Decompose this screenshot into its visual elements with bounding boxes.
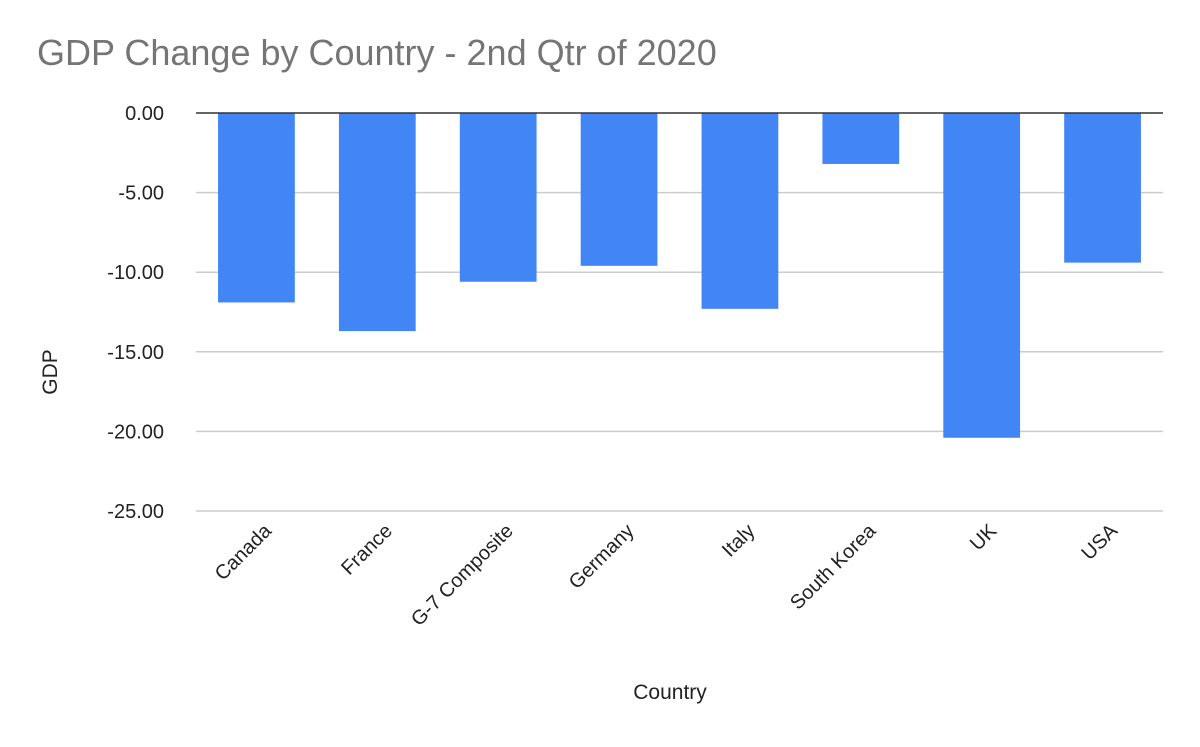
chart-title: GDP Change by Country - 2nd Qtr of 2020 — [37, 32, 717, 73]
y-axis-label: GDP — [39, 349, 62, 395]
y-tick-label: -15.00 — [107, 342, 164, 364]
bar-uk — [943, 113, 1021, 438]
x-tick-label: South Korea — [786, 519, 881, 614]
bar-south-korea — [822, 113, 900, 164]
y-tick-label: -20.00 — [107, 421, 164, 443]
x-tick-label: UK — [966, 520, 1002, 556]
x-tick-label: Canada — [211, 519, 277, 585]
bar-g-7-composite — [459, 113, 537, 282]
x-tick-labels: Canada France G-7 Composite Germany Italy Sou… — [211, 519, 1123, 630]
x-tick-label: USA — [1077, 520, 1122, 565]
bars — [218, 113, 1141, 438]
bar-italy — [701, 113, 779, 309]
bar-germany — [580, 113, 658, 266]
y-tick-label: -25.00 — [107, 501, 164, 523]
y-tick-label: -10.00 — [107, 262, 164, 284]
x-axis-label: Country — [633, 681, 707, 704]
y-tick-label: -5.00 — [118, 183, 164, 205]
x-tick-label: G-7 Composite — [407, 520, 518, 631]
y-tick-label: 0.00 — [125, 103, 164, 125]
x-tick-label: Italy — [718, 520, 759, 561]
bar-canada — [218, 113, 295, 303]
bar-usa — [1064, 113, 1141, 263]
x-tick-label: Germany — [565, 520, 639, 594]
x-tick-label: France — [337, 520, 397, 580]
bar-france — [338, 113, 416, 332]
y-tick-labels: 0.00 -5.00 -10.00 -15.00 -20.00 -25.00 — [107, 103, 164, 523]
